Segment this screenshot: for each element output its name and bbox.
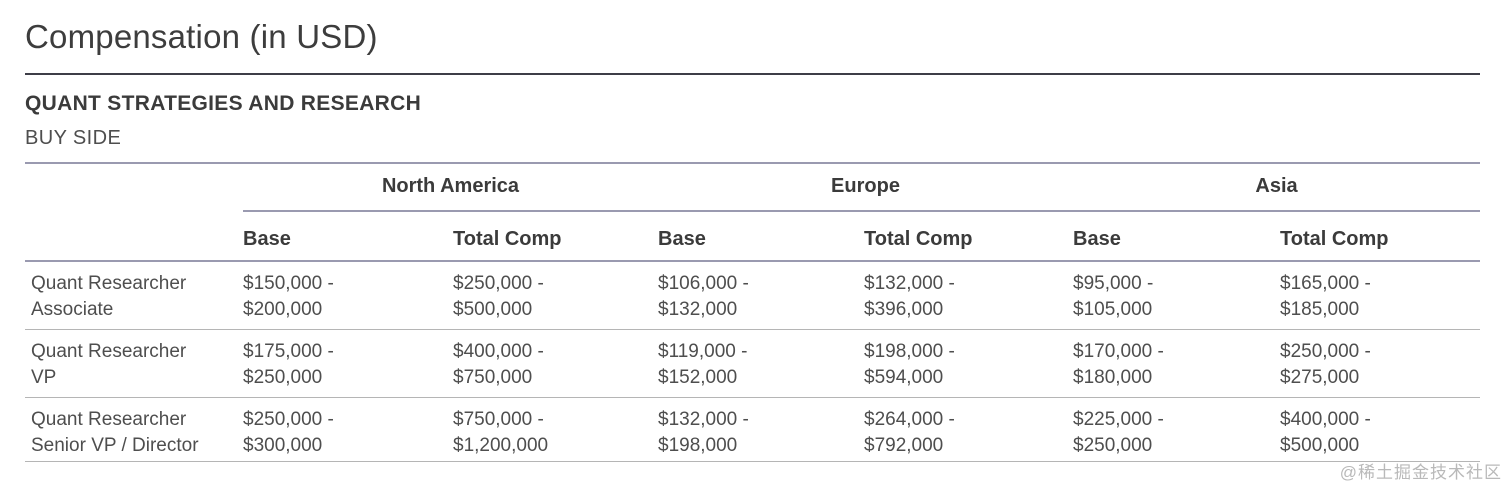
role-label: Quant Researcher VP xyxy=(31,341,187,388)
na-total-comp-value: $250,000 - $500,000 xyxy=(453,273,544,320)
header-eu-base: Base xyxy=(658,228,706,250)
na-total-comp-value: $750,000 - $1,200,000 xyxy=(453,409,549,456)
header-asia-total-comp: Total Comp xyxy=(1280,228,1389,250)
eu-total-comp-value: $264,000 - $792,000 xyxy=(864,409,955,456)
compensation-table: North America Europe Asia Base Total Com… xyxy=(25,164,1480,462)
header-na-base: Base xyxy=(243,228,291,250)
role-label: Quant Researcher Associate xyxy=(31,273,187,320)
table-row-quant-researcher-vp: Quant Researcher VP $175,000 - $250,000 … xyxy=(25,330,1480,398)
section-divider xyxy=(25,162,1480,164)
asia-base-value: $225,000 - $250,000 xyxy=(1073,409,1164,456)
column-group-europe: Europe xyxy=(658,163,1073,212)
column-group-north-america: North America xyxy=(243,163,658,212)
asia-total-comp-value: $250,000 - $275,000 xyxy=(1280,341,1371,388)
title-divider xyxy=(25,73,1480,75)
eu-base-value: $119,000 - $152,000 xyxy=(658,341,748,388)
column-group-header-row: North America Europe Asia xyxy=(25,163,1480,212)
eu-base-value: $132,000 - $198,000 xyxy=(658,409,749,456)
na-base-value: $150,000 - $200,000 xyxy=(243,273,334,320)
role-label: Quant Researcher Senior VP / Director xyxy=(31,409,199,456)
header-asia-base: Base xyxy=(1073,228,1121,250)
group-header-spacer xyxy=(25,164,243,211)
eu-base-value: $106,000 - $132,000 xyxy=(658,273,749,320)
eu-total-comp-value: $132,000 - $396,000 xyxy=(864,273,955,320)
na-base-value: $175,000 - $250,000 xyxy=(243,341,334,388)
section-title: QUANT STRATEGIES AND RESEARCH xyxy=(25,92,422,115)
compensation-page: Compensation (in USD) QUANT STRATEGIES A… xyxy=(25,18,1480,462)
column-header-row: Base Total Comp Base Total Comp Base Tot… xyxy=(25,211,1480,262)
asia-base-value: $95,000 - $105,000 xyxy=(1073,273,1154,320)
watermark: @稀土掘金技术社区 xyxy=(1339,463,1502,482)
table-row-quant-researcher-senior-vp-director: Quant Researcher Senior VP / Director $2… xyxy=(25,398,1480,462)
table-row-quant-researcher-associate: Quant Researcher Associate $150,000 - $2… xyxy=(25,262,1480,330)
page-title: Compensation (in USD) xyxy=(25,18,378,55)
eu-total-comp-value: $198,000 - $594,000 xyxy=(864,341,955,388)
asia-base-value: $170,000 - $180,000 xyxy=(1073,341,1164,388)
header-na-total-comp: Total Comp xyxy=(453,228,562,250)
na-total-comp-value: $400,000 - $750,000 xyxy=(453,341,544,388)
asia-total-comp-value: $165,000 - $185,000 xyxy=(1280,273,1371,320)
section-subtitle: BUY SIDE xyxy=(25,127,122,149)
role-column-header xyxy=(25,251,243,260)
header-eu-total-comp: Total Comp xyxy=(864,228,973,250)
na-base-value: $250,000 - $300,000 xyxy=(243,409,334,456)
column-group-asia: Asia xyxy=(1073,163,1480,212)
asia-total-comp-value: $400,000 - $500,000 xyxy=(1280,409,1371,456)
